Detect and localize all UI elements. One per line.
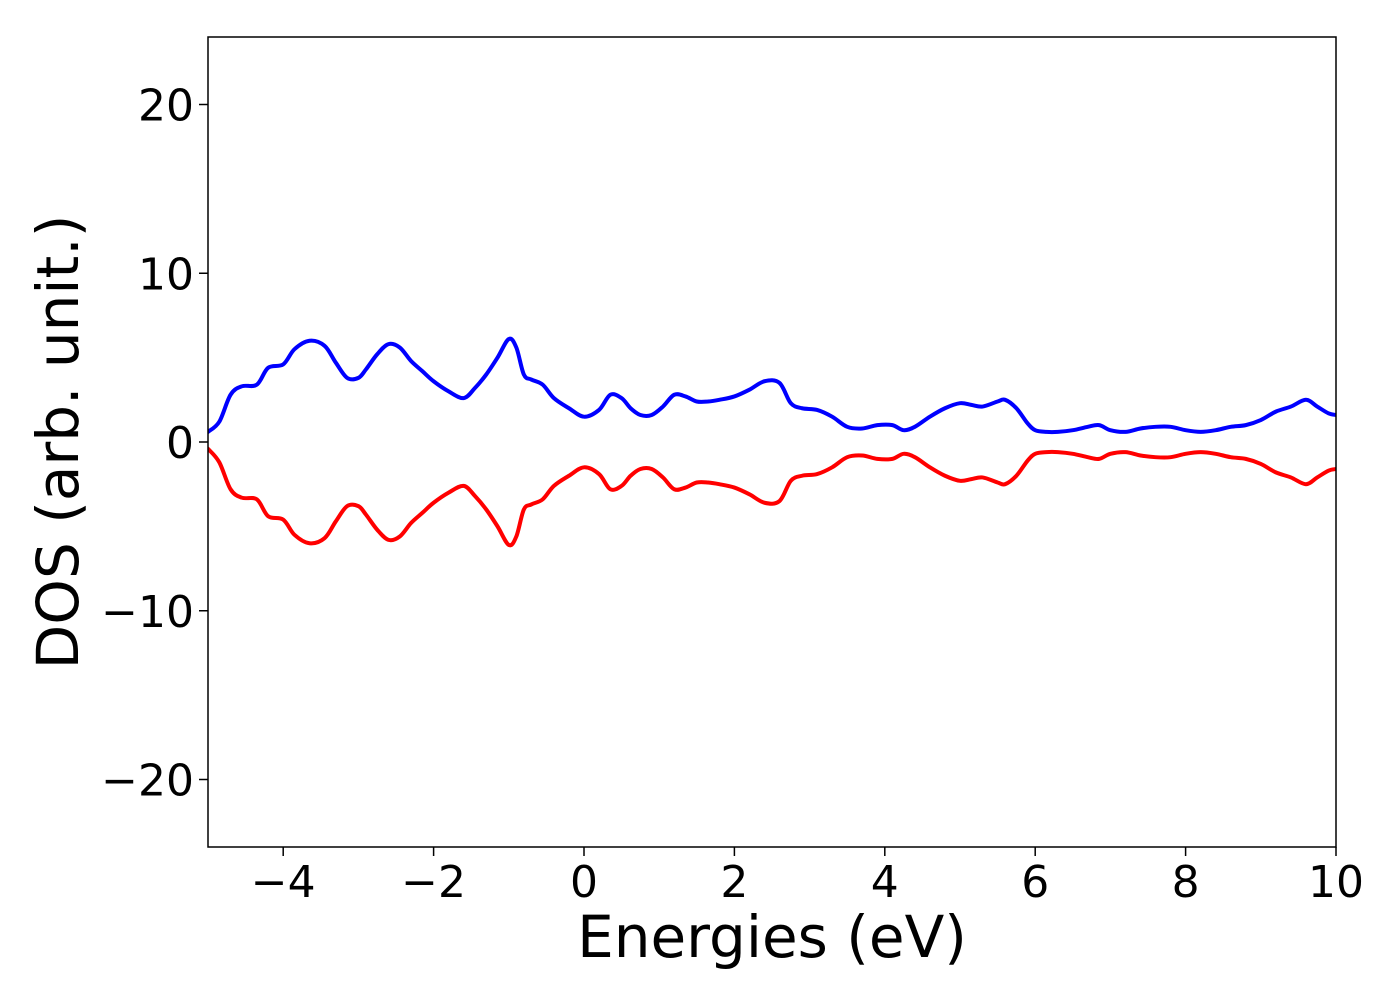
x-tick-label: −2 [401, 857, 466, 908]
y-axis: −20 −10 0 10 20 [101, 81, 208, 807]
x-tick-label: 0 [570, 857, 598, 908]
x-tick-label: 10 [1308, 857, 1364, 908]
dos-series-down-line [208, 446, 1336, 548]
x-tick-label: 6 [1021, 857, 1049, 908]
y-axis-label: DOS (arb. unit.) [24, 215, 92, 670]
y-tick-label: 10 [138, 249, 194, 300]
y-tick-label: 20 [138, 81, 194, 132]
series-layer [208, 336, 1336, 548]
x-tick-label: 4 [871, 857, 899, 908]
y-tick-label: −20 [101, 756, 194, 807]
x-tick-label: −4 [251, 857, 316, 908]
y-tick-label: −10 [101, 587, 194, 638]
dos-series-up-line [208, 336, 1336, 435]
x-axis: −4 −2 0 2 4 6 8 10 [251, 847, 1364, 908]
x-axis-label: Energies (eV) [577, 903, 967, 971]
x-tick-label: 2 [720, 857, 748, 908]
x-tick-label: 8 [1172, 857, 1200, 908]
y-tick-label: 0 [166, 418, 194, 469]
